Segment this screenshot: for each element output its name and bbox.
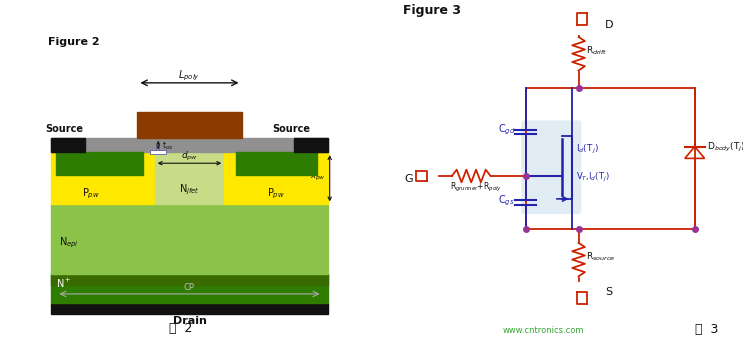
Text: L$_{poly}$: L$_{poly}$ <box>178 69 201 83</box>
Bar <box>155 152 224 204</box>
Bar <box>51 274 328 285</box>
Text: N$^+$: N$^+$ <box>268 158 285 171</box>
Bar <box>51 204 328 274</box>
Bar <box>51 274 328 303</box>
Bar <box>224 152 328 204</box>
Text: 图  3: 图 3 <box>695 323 718 336</box>
Bar <box>293 138 328 152</box>
Text: N$_{jfet}$: N$_{jfet}$ <box>179 183 200 197</box>
Text: Figure 3: Figure 3 <box>403 4 461 17</box>
Text: $\sqcap$: $\sqcap$ <box>155 145 161 152</box>
Text: D$_{body}$(T$_j$): D$_{body}$(T$_j$) <box>707 141 743 155</box>
Text: R$_{drift}$: R$_{drift}$ <box>586 45 608 57</box>
Bar <box>137 112 241 138</box>
Text: P$_{pw}$: P$_{pw}$ <box>82 187 100 201</box>
Text: d$_{pw}$: d$_{pw}$ <box>181 150 198 163</box>
Text: Figure 2: Figure 2 <box>48 37 100 47</box>
Bar <box>150 150 166 154</box>
Text: www.cntronics.com: www.cntronics.com <box>502 326 584 335</box>
Bar <box>56 152 143 175</box>
Text: V$_T$,I$_d$(T$_j$): V$_T$,I$_d$(T$_j$) <box>576 171 609 184</box>
Text: G: G <box>404 174 413 184</box>
Text: P$_{pw}$: P$_{pw}$ <box>267 187 285 201</box>
Text: x$_{pw}$: x$_{pw}$ <box>310 172 325 183</box>
Text: 图  2: 图 2 <box>169 321 192 334</box>
Text: N$^+$: N$^+$ <box>56 277 72 290</box>
Text: C$_{gd}$: C$_{gd}$ <box>498 123 515 137</box>
Text: I$_d$(T$_j$): I$_d$(T$_j$) <box>576 143 599 156</box>
Text: R$_{grunner}$+R$_{poly}$: R$_{grunner}$+R$_{poly}$ <box>450 181 502 194</box>
Text: Source: Source <box>272 124 310 134</box>
Bar <box>51 303 328 314</box>
Text: Drain: Drain <box>172 316 207 326</box>
Text: t$_{ox}$: t$_{ox}$ <box>162 140 174 152</box>
Text: D: D <box>605 20 614 30</box>
Text: N$^+$: N$^+$ <box>87 158 104 171</box>
Bar <box>51 138 328 152</box>
Text: C$_{gs}$: C$_{gs}$ <box>498 194 514 208</box>
Text: Source: Source <box>45 124 83 134</box>
Text: S: S <box>605 287 612 297</box>
Text: CP: CP <box>184 283 195 293</box>
Bar <box>236 152 317 175</box>
Bar <box>51 138 85 152</box>
Bar <box>51 152 155 204</box>
Text: Gate: Gate <box>175 121 204 131</box>
Text: R$_{source}$: R$_{source}$ <box>586 251 615 263</box>
FancyBboxPatch shape <box>521 120 581 214</box>
Text: N$_{epi}$: N$_{epi}$ <box>59 235 79 250</box>
